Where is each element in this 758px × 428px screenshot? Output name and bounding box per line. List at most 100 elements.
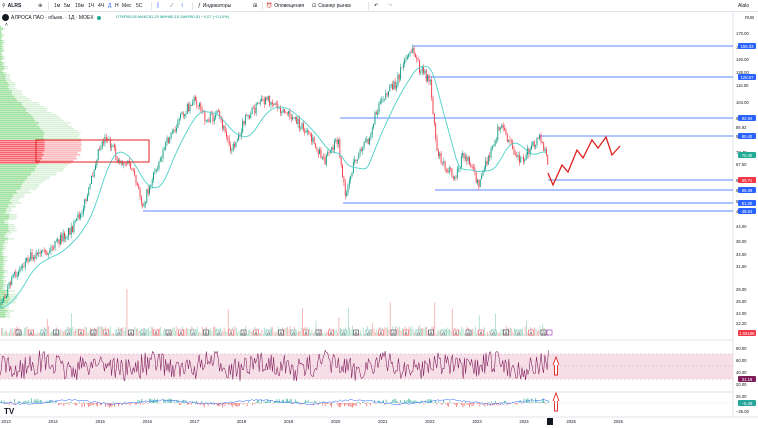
layouts-icon[interactable]: ⊞ <box>253 3 258 9</box>
candles-icon[interactable]: ⫿ <box>157 3 159 9</box>
volume-profile-bar <box>0 160 41 162</box>
candle-body <box>466 156 468 162</box>
redo-icon[interactable]: ↷ <box>388 3 393 9</box>
volume-profile-bar <box>0 38 2 40</box>
candle-body <box>521 157 523 158</box>
event-marker <box>190 329 197 336</box>
volume-profile-bar <box>0 312 6 314</box>
candle-body <box>328 152 330 153</box>
user-menu[interactable]: Alalo <box>738 3 750 9</box>
candle-body <box>10 282 11 285</box>
collapse-legend-button[interactable]: ˄ <box>5 22 8 28</box>
candle-body <box>105 136 107 139</box>
volume-profile-bar <box>0 166 37 168</box>
candle-body <box>123 163 125 165</box>
candle-body <box>367 139 369 145</box>
volume-profile-bar <box>0 246 4 248</box>
volume-bar <box>90 327 91 336</box>
macd-histogram-bar <box>413 401 414 403</box>
volume-bar <box>248 330 249 336</box>
undo-icon[interactable]: ↶ <box>374 3 379 9</box>
interval-month[interactable]: Мес <box>122 3 132 9</box>
event-marker-label: Д <box>142 331 145 335</box>
volume-bar <box>140 330 141 336</box>
volume-profile-bar <box>0 206 9 208</box>
volume-profile-bar <box>16 190 30 192</box>
volume-bar <box>136 328 137 336</box>
macd-histogram-bar <box>164 399 166 403</box>
event-marker <box>215 329 222 336</box>
add-symbol-button[interactable]: ⊕ <box>38 3 43 9</box>
price-tick-label: 67.50 <box>736 162 747 167</box>
volume-profile-bar <box>0 26 2 28</box>
symbol-search-button[interactable]: ⚲ ALRS <box>2 0 21 12</box>
interval-1m[interactable]: 1м <box>54 3 61 9</box>
event-marker <box>315 329 322 336</box>
candle-body <box>393 81 395 90</box>
currency-label[interactable]: RUB <box>745 15 754 20</box>
volume-bar <box>350 329 352 336</box>
volume-profile-bar <box>0 172 32 174</box>
macd-histogram-bar <box>212 401 214 403</box>
interval-15m[interactable]: 15м <box>75 3 84 9</box>
event-marker-label: Д <box>442 331 445 335</box>
volume-profile-bar <box>0 280 4 282</box>
indicators-button[interactable]: ƒ Индикаторы <box>198 0 231 12</box>
candle-body <box>85 199 87 201</box>
macd-histogram-bar <box>541 400 543 403</box>
event-marker-label: Д <box>180 331 183 335</box>
macd-histogram-bar <box>119 403 121 405</box>
event-marker <box>403 329 409 336</box>
interval-5m[interactable]: 5м <box>64 3 71 9</box>
area-chart-icon[interactable]: ⌇ <box>181 3 184 9</box>
interval-day[interactable]: Д <box>108 3 112 9</box>
macd-histogram-bar <box>528 400 530 403</box>
symbol-legend[interactable]: АЛРОСА ПАО · обыкн. · 1Д · MOEX <box>2 14 104 21</box>
volume-profile-bar <box>32 116 60 118</box>
event-marker <box>15 329 22 336</box>
event-marker-label: Д <box>392 331 395 335</box>
volume-bar <box>487 331 488 336</box>
interval-week[interactable]: Н <box>115 3 119 9</box>
volume-bar <box>374 332 376 336</box>
screener-button[interactable]: ⊡ Сканер рынка <box>312 0 351 12</box>
volume-bar <box>364 333 365 336</box>
volume-bar <box>100 326 102 336</box>
candle-body <box>77 214 79 219</box>
macd-histogram-bar <box>197 403 199 405</box>
volume-profile-bar <box>0 310 8 312</box>
volume-bar <box>22 333 24 336</box>
interval-5y[interactable]: 5С <box>136 3 143 9</box>
alerts-button[interactable]: ⏰ Оповещения <box>266 0 304 12</box>
price-level-tag: 48.64 <box>738 208 756 214</box>
volume-profile-bar <box>2 288 6 290</box>
candle-body <box>224 126 226 132</box>
candle-body <box>84 199 86 208</box>
candle-body <box>176 128 177 132</box>
macd-histogram-bar <box>346 403 348 405</box>
volume-profile-bar <box>0 272 5 274</box>
volume-profile-bar <box>0 142 45 144</box>
line-chart-icon[interactable]: ⟋ <box>170 3 174 9</box>
event-marker <box>540 329 547 336</box>
volume-bar <box>496 331 498 336</box>
macd-histogram-bar <box>223 403 225 405</box>
volume-bar <box>61 331 63 336</box>
event-marker <box>390 329 397 336</box>
volume-profile-bar <box>2 268 5 270</box>
interval-4h[interactable]: 4Ч <box>98 3 105 9</box>
interval-1h[interactable]: 1Ч <box>88 3 95 9</box>
volume-profile-bar <box>0 96 15 98</box>
volume-bar <box>311 329 313 336</box>
volume-profile-bar <box>0 144 45 146</box>
macd-histogram-bar <box>324 403 326 407</box>
volume-bar <box>87 333 89 336</box>
candle-body <box>136 183 138 186</box>
macd-histogram-bar <box>281 399 283 403</box>
volume-bar <box>10 329 12 336</box>
volume-bar <box>149 330 151 336</box>
candle-body <box>258 103 260 105</box>
volume-profile-bar <box>1 44 4 46</box>
volume-profile-bar <box>44 146 81 148</box>
